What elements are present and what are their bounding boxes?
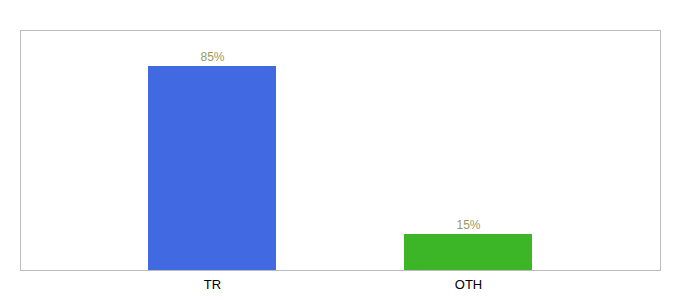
svg-text:15%: 15% bbox=[456, 218, 480, 232]
svg-text:85%: 85% bbox=[200, 50, 224, 64]
svg-text:OTH: OTH bbox=[455, 277, 482, 292]
svg-text:TR: TR bbox=[204, 277, 221, 292]
